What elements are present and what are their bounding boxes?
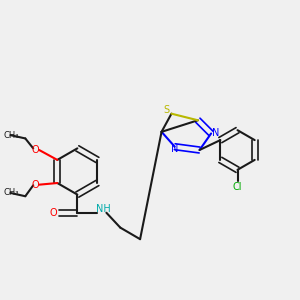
Text: O: O bbox=[32, 180, 39, 190]
Text: N: N bbox=[171, 144, 178, 154]
Text: CH₃: CH₃ bbox=[4, 130, 19, 140]
Text: NH: NH bbox=[96, 204, 110, 214]
Text: CH₃: CH₃ bbox=[4, 188, 19, 197]
Text: O: O bbox=[50, 208, 57, 218]
Text: S: S bbox=[164, 105, 169, 116]
Text: N: N bbox=[212, 128, 220, 139]
Text: O: O bbox=[32, 145, 39, 155]
Text: Cl: Cl bbox=[233, 182, 242, 192]
